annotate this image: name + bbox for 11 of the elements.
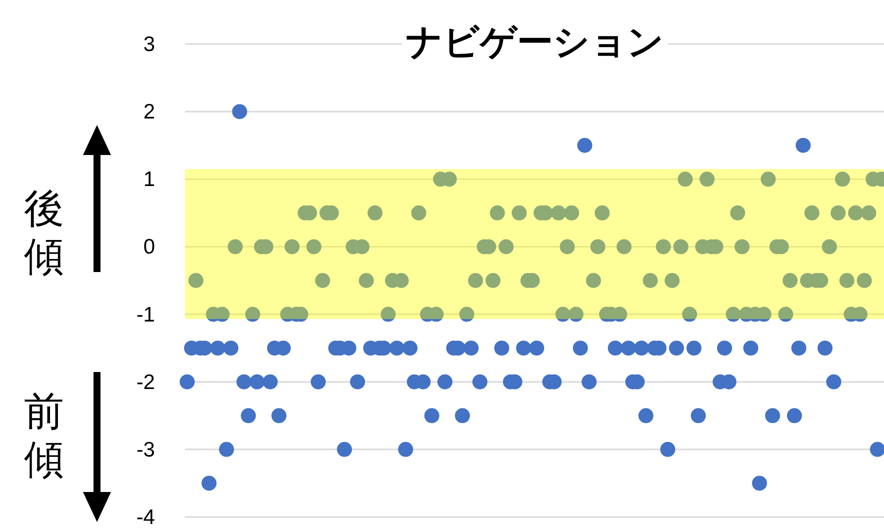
- y-tick-label: 3: [143, 33, 155, 56]
- y-tick-label: -1: [136, 303, 155, 326]
- text: 前傾: [24, 390, 64, 482]
- y-tick-label: -4: [136, 506, 156, 529]
- y-tick-label: 0: [143, 236, 155, 259]
- text: 後傾: [24, 187, 64, 279]
- chart-title: ナビゲーション: [406, 21, 664, 62]
- y-tick-label: 1: [143, 168, 155, 192]
- y-tick-label: -3: [136, 438, 155, 462]
- y-tick-label: 2: [143, 100, 155, 124]
- y-tick-label: -2: [136, 370, 155, 394]
